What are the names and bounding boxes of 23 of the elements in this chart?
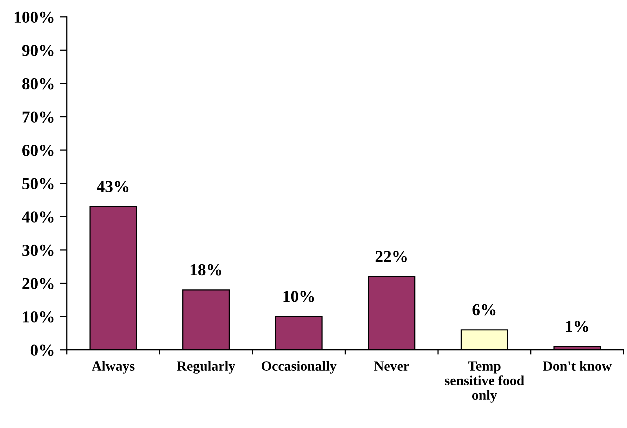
data-label: 18% [190, 264, 222, 276]
x-tick-label: Temp sensitive food only [445, 362, 524, 403]
y-tick-label: 80% [22, 78, 54, 90]
data-label: 6% [472, 304, 496, 316]
x-tick-label: Occasionally [262, 361, 337, 374]
y-tick-label: 70% [22, 112, 54, 124]
y-tick-label: 60% [22, 145, 54, 156]
y-tick-label: 90% [22, 45, 54, 56]
data-label: 43% [97, 181, 129, 192]
data-label: 1% [566, 321, 588, 332]
data-label: 22% [376, 251, 407, 262]
y-tick-label: 20% [22, 278, 54, 290]
y-tick-label: 30% [22, 244, 54, 256]
y-tick-label: 0% [30, 344, 54, 356]
x-tick-label: Never [374, 362, 410, 371]
y-tick-label: 100% [14, 12, 54, 24]
x-tick-label: Always [92, 361, 135, 374]
x-tick-label: Don't know [543, 361, 612, 371]
x-tick-label: Regularly [177, 361, 236, 374]
y-tick-label: 10% [23, 312, 54, 323]
data-label: 10% [284, 291, 314, 302]
y-tick-label: 40% [22, 212, 54, 223]
y-tick-label: 50% [22, 178, 54, 190]
